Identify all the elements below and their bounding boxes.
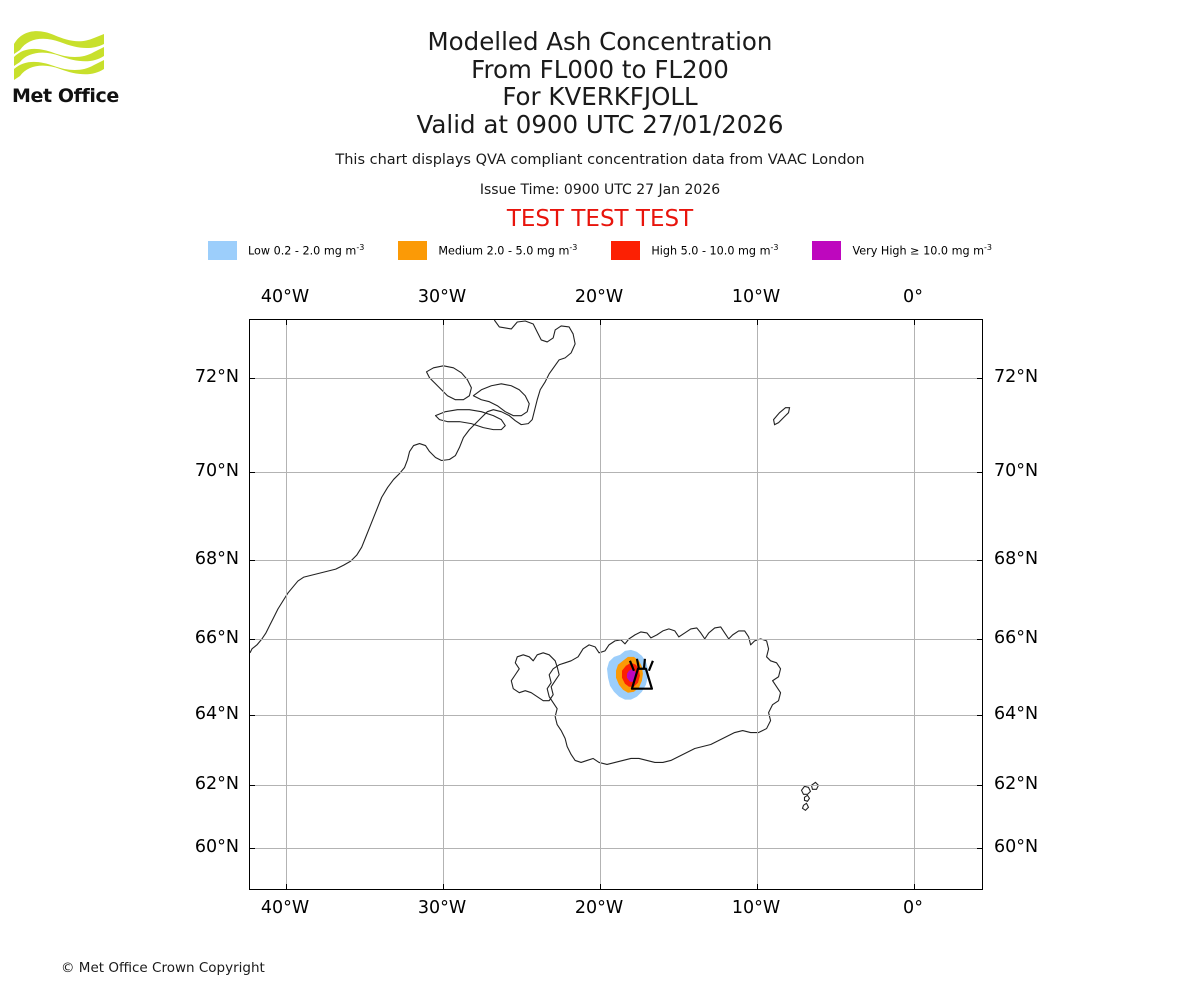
tick-tick-mark-bottom-30°W xyxy=(443,884,444,889)
tick-tick-mark-right-66°N xyxy=(977,639,982,640)
gridline-lat-60°N xyxy=(250,848,982,849)
met-office-wordmark: Met Office xyxy=(12,85,119,107)
lon-label-top-0°: 0° xyxy=(903,287,923,307)
tick-tick-mark-left-60°N xyxy=(250,848,255,849)
legend-item-high: High 5.0 - 10.0 mg m-3 xyxy=(611,241,778,260)
tick-tick-mark-top-20°W xyxy=(600,320,601,325)
copyright-notice: © Met Office Crown Copyright xyxy=(61,960,265,976)
tick-tick-mark-left-62°N xyxy=(250,785,255,786)
gridline-lon-10°W xyxy=(757,320,758,889)
map-frame xyxy=(249,319,983,890)
lon-label-top-30°W: 30°W xyxy=(417,287,467,307)
tick-tick-mark-right-68°N xyxy=(977,560,982,561)
lon-label-bottom-10°W: 10°W xyxy=(731,898,781,918)
lat-label-left-72°N: 72°N xyxy=(194,367,239,387)
tick-tick-mark-top-40°W xyxy=(286,320,287,325)
concentration-legend: Low 0.2 - 2.0 mg m-3 Medium 2.0 - 5.0 mg … xyxy=(0,241,1200,260)
tick-tick-mark-right-72°N xyxy=(977,378,982,379)
tick-tick-mark-bottom-10°W xyxy=(757,884,758,889)
ash-plume-contours xyxy=(607,649,648,700)
tick-tick-mark-bottom-40°W xyxy=(286,884,287,889)
tick-tick-mark-right-62°N xyxy=(977,785,982,786)
lat-label-right-64°N: 64°N xyxy=(994,704,1039,724)
faroe-islands-coastline xyxy=(800,781,820,811)
legend-label-medium: Medium 2.0 - 5.0 mg m-3 xyxy=(438,243,578,258)
tick-tick-mark-top-0° xyxy=(914,320,915,325)
lat-label-right-72°N: 72°N xyxy=(994,367,1039,387)
jan-mayen-coastline xyxy=(772,407,791,426)
lon-label-bottom-30°W: 30°W xyxy=(417,898,467,918)
legend-label-very-high: Very High ≥ 10.0 mg m-3 xyxy=(852,243,993,258)
lon-label-bottom-0°: 0° xyxy=(903,898,923,918)
lat-label-right-68°N: 68°N xyxy=(994,549,1039,569)
page-title: Modelled Ash Concentration xyxy=(427,27,773,56)
tick-tick-mark-right-60°N xyxy=(977,848,982,849)
lat-label-right-62°N: 62°N xyxy=(994,774,1039,794)
legend-item-low: Low 0.2 - 2.0 mg m-3 xyxy=(207,241,365,260)
lat-label-left-64°N: 64°N xyxy=(194,704,239,724)
legend-swatch-high xyxy=(611,241,641,260)
legend-label-high: High 5.0 - 10.0 mg m-3 xyxy=(651,243,779,258)
lat-label-left-60°N: 60°N xyxy=(194,837,239,857)
iceland-coastline xyxy=(510,626,782,765)
lat-label-left-66°N: 66°N xyxy=(194,628,239,648)
gridline-lon-40°W xyxy=(286,320,287,889)
tick-tick-mark-right-70°N xyxy=(977,472,982,473)
lat-label-left-62°N: 62°N xyxy=(194,774,239,794)
met-office-logo: Met Office xyxy=(12,26,127,116)
gridline-lon-0° xyxy=(914,320,915,889)
gridline-lat-66°N xyxy=(250,639,982,640)
gridline-lat-62°N xyxy=(250,785,982,786)
legend-item-medium: Medium 2.0 - 5.0 mg m-3 xyxy=(398,241,577,260)
lat-label-right-60°N: 60°N xyxy=(994,837,1039,857)
tick-tick-mark-right-64°N xyxy=(977,715,982,716)
lat-label-right-66°N: 66°N xyxy=(994,628,1039,648)
gridline-lat-70°N xyxy=(250,472,982,473)
tick-tick-mark-left-64°N xyxy=(250,715,255,716)
tick-tick-mark-bottom-20°W xyxy=(600,884,601,889)
gridline-lat-68°N xyxy=(250,560,982,561)
chart-header: Modelled Ash Concentration From FL000 to… xyxy=(0,28,1200,232)
wave-logo-icon xyxy=(14,31,104,80)
tick-tick-mark-top-10°W xyxy=(757,320,758,325)
greenland-coastline xyxy=(250,320,576,654)
flight-level-range: From FL000 to FL200 xyxy=(471,54,729,84)
lon-label-top-20°W: 20°W xyxy=(574,287,624,307)
chart-note: This chart displays QVA compliant concen… xyxy=(335,152,865,168)
lat-label-right-70°N: 70°N xyxy=(994,461,1039,481)
tick-tick-mark-bottom-0° xyxy=(914,884,915,889)
lon-label-bottom-20°W: 20°W xyxy=(574,898,624,918)
gridline-lon-30°W xyxy=(443,320,444,889)
tick-tick-mark-left-68°N xyxy=(250,560,255,561)
volcano-symbol xyxy=(628,658,654,690)
valid-time-line: Valid at 0900 UTC 27/01/2026 xyxy=(416,109,784,139)
tick-tick-mark-left-70°N xyxy=(250,472,255,473)
issue-time: Issue Time: 0900 UTC 27 Jan 2026 xyxy=(479,182,721,198)
legend-swatch-medium xyxy=(398,241,428,260)
ash-contour-very-high xyxy=(626,668,636,682)
lon-label-top-10°W: 10°W xyxy=(731,287,781,307)
legend-swatch-very-high xyxy=(812,241,842,260)
tick-tick-mark-left-66°N xyxy=(250,639,255,640)
tick-tick-mark-top-30°W xyxy=(443,320,444,325)
test-banner: TEST TEST TEST xyxy=(506,206,694,232)
lat-label-left-68°N: 68°N xyxy=(194,549,239,569)
lon-label-top-40°W: 40°W xyxy=(260,287,310,307)
lat-label-left-70°N: 70°N xyxy=(194,461,239,481)
gridline-lat-72°N xyxy=(250,378,982,379)
coastline-overlay xyxy=(250,320,820,811)
lon-label-bottom-40°W: 40°W xyxy=(260,898,310,918)
gridline-lat-64°N xyxy=(250,715,982,716)
map-plot-area xyxy=(249,319,983,890)
tick-tick-mark-left-72°N xyxy=(250,378,255,379)
legend-swatch-low xyxy=(207,241,237,260)
legend-item-very-high: Very High ≥ 10.0 mg m-3 xyxy=(812,241,992,260)
volcano-name-line: For KVERKFJOLL xyxy=(502,82,698,111)
legend-label-low: Low 0.2 - 2.0 mg m-3 xyxy=(247,243,365,258)
gridline-lon-20°W xyxy=(600,320,601,889)
